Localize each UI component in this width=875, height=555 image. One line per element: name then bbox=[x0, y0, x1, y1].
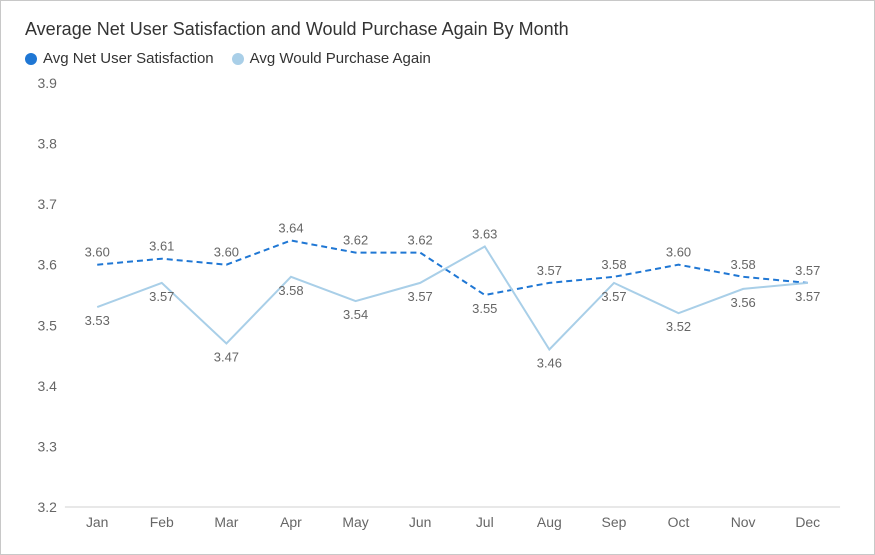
legend: Avg Net User Satisfaction Avg Would Purc… bbox=[25, 50, 850, 67]
y-tick-label: 3.8 bbox=[38, 136, 58, 152]
x-tick-label: Feb bbox=[150, 514, 174, 530]
x-tick-label: Sep bbox=[602, 514, 627, 530]
data-label-s1-p10: 3.56 bbox=[731, 295, 756, 310]
y-tick-label: 3.6 bbox=[38, 257, 58, 273]
series-line-0 bbox=[97, 241, 807, 296]
legend-label-1: Avg Would Purchase Again bbox=[250, 50, 431, 67]
data-label-s1-p8: 3.57 bbox=[601, 289, 626, 304]
legend-item-0: Avg Net User Satisfaction bbox=[25, 50, 214, 67]
data-label-s1-p5: 3.57 bbox=[408, 289, 433, 304]
chart-title: Average Net User Satisfaction and Would … bbox=[25, 19, 850, 40]
data-label-s0-p10: 3.58 bbox=[731, 257, 756, 272]
data-label-s0-p7: 3.57 bbox=[537, 263, 562, 278]
x-tick-label: Jan bbox=[86, 514, 109, 530]
x-tick-label: Dec bbox=[795, 514, 820, 530]
data-label-s0-p9: 3.60 bbox=[666, 245, 691, 260]
x-tick-label: Oct bbox=[668, 514, 690, 530]
data-label-s0-p2: 3.60 bbox=[214, 245, 239, 260]
legend-item-1: Avg Would Purchase Again bbox=[232, 50, 431, 67]
y-tick-label: 3.7 bbox=[38, 196, 58, 212]
y-tick-label: 3.9 bbox=[38, 75, 58, 91]
data-label-s1-p7: 3.46 bbox=[537, 355, 562, 370]
x-tick-label: Jul bbox=[476, 514, 494, 530]
plot-area: 3.2 3.3 3.4 3.5 3.6 3.7 3.8 3.9 Jan Feb Mar Apr May J… bbox=[25, 75, 850, 535]
legend-dot-0 bbox=[25, 53, 37, 65]
data-label-s1-p4: 3.54 bbox=[343, 307, 368, 322]
data-label-s0-p3: 3.64 bbox=[278, 220, 303, 235]
chart-container: Average Net User Satisfaction and Would … bbox=[0, 0, 875, 555]
data-label-s1-p2: 3.47 bbox=[214, 349, 239, 364]
y-tick-label: 3.4 bbox=[38, 378, 58, 394]
x-tick-label: Aug bbox=[537, 514, 562, 530]
x-tick-label: Apr bbox=[280, 514, 302, 530]
data-label-s1-p11: 3.57 bbox=[795, 289, 820, 304]
data-label-s1-p0: 3.53 bbox=[85, 313, 110, 328]
legend-label-0: Avg Net User Satisfaction bbox=[43, 50, 214, 67]
data-label-s1-p1: 3.57 bbox=[149, 289, 174, 304]
y-tick-label: 3.5 bbox=[38, 317, 58, 333]
data-label-s0-p6: 3.55 bbox=[472, 301, 497, 316]
series-line-1 bbox=[97, 247, 807, 350]
y-tick-label: 3.2 bbox=[38, 499, 58, 515]
data-label-s0-p0: 3.60 bbox=[85, 245, 110, 260]
data-label-s0-p4: 3.62 bbox=[343, 233, 368, 248]
x-tick-label: May bbox=[342, 514, 368, 530]
legend-dot-1 bbox=[232, 53, 244, 65]
data-label-s1-p3: 3.58 bbox=[278, 283, 303, 298]
data-label-s1-p6: 3.63 bbox=[472, 227, 497, 242]
data-label-s0-p1: 3.61 bbox=[149, 239, 174, 254]
data-label-s0-p5: 3.62 bbox=[408, 233, 433, 248]
y-tick-label: 3.3 bbox=[38, 438, 58, 454]
data-label-s1-p9: 3.52 bbox=[666, 319, 691, 334]
data-label-s0-p11: 3.57 bbox=[795, 263, 820, 278]
x-tick-label: Nov bbox=[731, 514, 756, 530]
x-tick-label: Mar bbox=[214, 514, 238, 530]
x-tick-label: Jun bbox=[409, 514, 432, 530]
plot-svg: 3.2 3.3 3.4 3.5 3.6 3.7 3.8 3.9 Jan Feb Mar Apr May J… bbox=[25, 75, 850, 535]
data-label-s0-p8: 3.58 bbox=[601, 257, 626, 272]
